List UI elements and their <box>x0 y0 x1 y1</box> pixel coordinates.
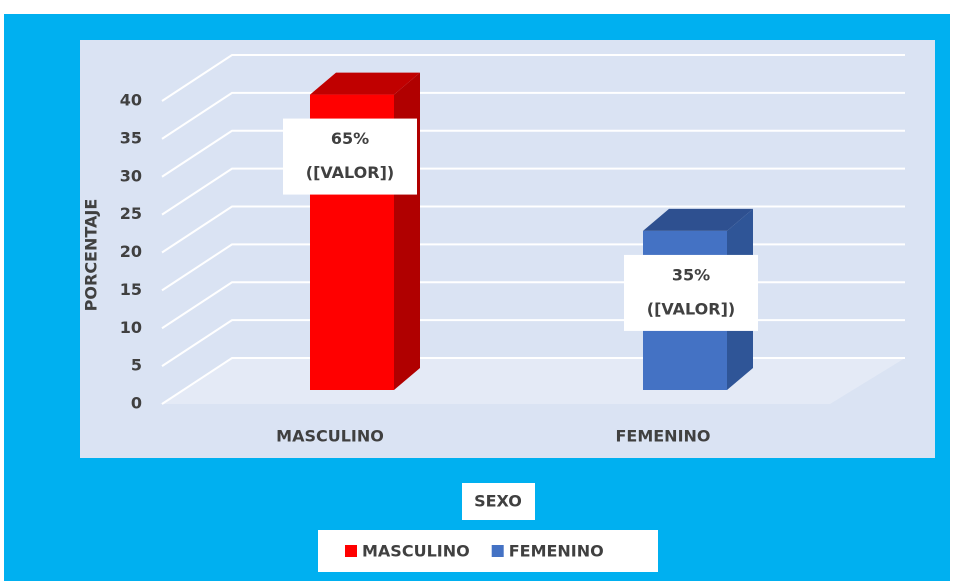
legend-label: MASCULINO <box>362 542 470 561</box>
data-label-box <box>624 254 758 331</box>
data-label: 65% <box>331 129 369 148</box>
grid-line <box>161 205 905 254</box>
x-title-box <box>462 483 535 520</box>
legend-box <box>318 530 658 572</box>
y-axis-title: PORCENTAJE <box>82 199 101 312</box>
legend-label: FEMENINO <box>509 542 604 561</box>
grid-line <box>161 91 905 140</box>
y-tick-label: 20 <box>120 242 142 261</box>
y-tick-label: 5 <box>131 356 142 375</box>
y-tick-label: 10 <box>120 318 142 337</box>
grid-line <box>161 129 905 178</box>
y-tick-label: 25 <box>120 204 142 223</box>
data-label: ([VALOR]) <box>647 299 735 318</box>
bar-top <box>643 208 753 231</box>
y-tick-label: 15 <box>120 280 142 299</box>
x-axis-title: SEXO <box>474 492 522 511</box>
legend-swatch <box>491 545 504 557</box>
grid-line <box>161 167 905 216</box>
data-label: ([VALOR]) <box>306 163 394 182</box>
grid-line <box>161 54 905 102</box>
x-tick-label: MASCULINO <box>276 427 384 446</box>
floor <box>160 358 905 404</box>
y-tick-label: 30 <box>120 166 142 185</box>
y-tick-label: 35 <box>120 128 142 147</box>
legend-swatch <box>345 545 357 557</box>
bar-top <box>310 72 420 95</box>
y-tick-label: 0 <box>131 394 142 413</box>
data-label-box <box>283 118 417 195</box>
x-tick-label: FEMENINO <box>615 427 710 446</box>
y-tick-label: 40 <box>120 91 142 110</box>
data-label: 35% <box>672 265 710 284</box>
